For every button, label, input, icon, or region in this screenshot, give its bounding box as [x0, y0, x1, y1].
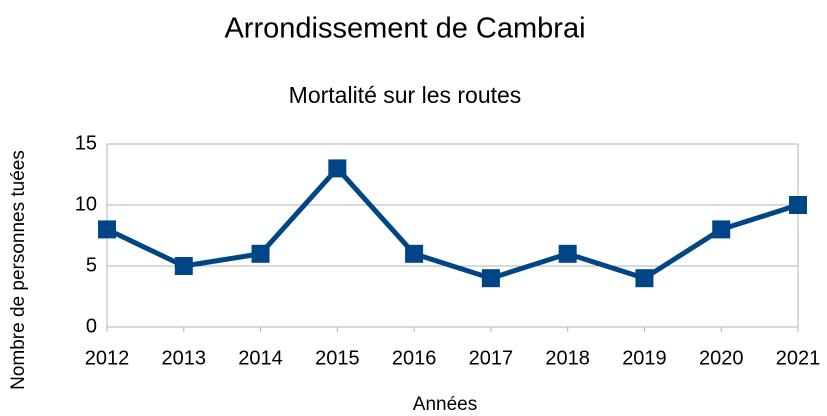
point [328, 159, 347, 178]
x-tick-label: 2019 [622, 347, 667, 369]
chart-title: Arrondissement de Cambrai [224, 13, 585, 45]
line [105, 165, 799, 281]
y-tick-label: 10 [75, 193, 97, 215]
point [481, 269, 500, 288]
x-tick-label: 2016 [392, 347, 437, 369]
y-tick-label: 15 [75, 132, 97, 154]
chart-subtitle: Mortalité sur les routes [289, 82, 522, 108]
plot-frame [106, 143, 799, 328]
y-tick-label: 0 [86, 315, 97, 337]
point [251, 244, 270, 263]
point [174, 257, 193, 275]
x-tick-label: 2018 [545, 347, 590, 369]
x-tick-label: 2013 [162, 347, 207, 369]
point [405, 244, 424, 263]
x-tick-label: 2015 [315, 347, 360, 369]
x-tick-label: 2012 [85, 347, 130, 369]
point [98, 220, 116, 239]
x-tick-label: 2021 [776, 347, 821, 369]
x-axis-label: Années [413, 394, 477, 415]
x-tick-label: 2017 [469, 347, 514, 369]
point [558, 244, 577, 263]
x-tick-label: 2020 [699, 347, 744, 369]
point [712, 220, 731, 239]
point [635, 269, 654, 288]
x-tick-label: 2014 [238, 347, 283, 369]
y-axis-label: Nombre de personnes tuées [8, 150, 29, 390]
point [789, 196, 807, 214]
y-tick-label: 5 [86, 254, 97, 276]
